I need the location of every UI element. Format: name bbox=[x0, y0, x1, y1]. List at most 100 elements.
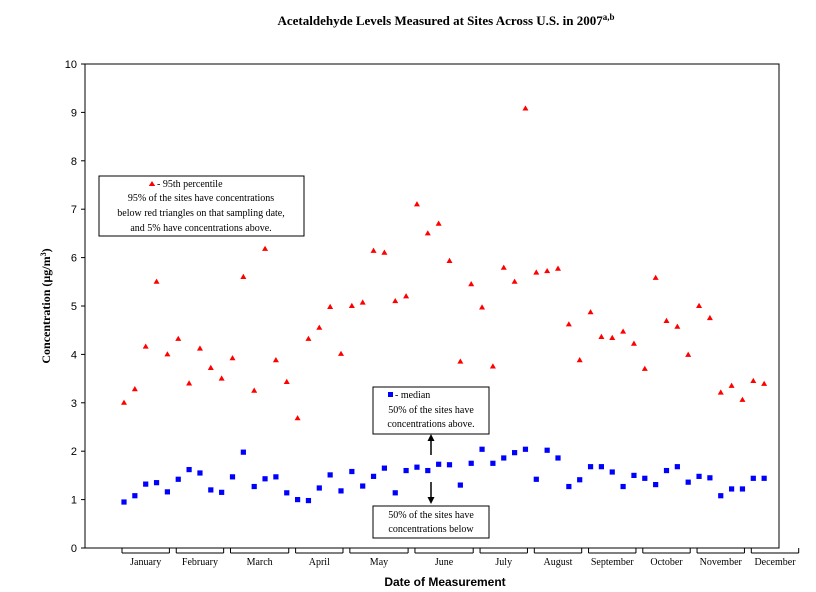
legend-95th-percentile: - 95th percentile 95% of the sites have … bbox=[98, 175, 305, 237]
point-95th-percentile bbox=[609, 334, 616, 340]
month-label: November bbox=[700, 557, 743, 568]
month-label: August bbox=[544, 557, 573, 568]
point-median bbox=[251, 483, 257, 490]
point-median bbox=[739, 486, 746, 492]
point-median bbox=[501, 455, 507, 461]
point-95th-percentile bbox=[479, 304, 486, 310]
series-95th-percentile bbox=[121, 105, 768, 421]
month-label: February bbox=[182, 557, 218, 568]
point-median bbox=[522, 446, 529, 452]
point-95th-percentile bbox=[489, 363, 496, 369]
point-95th-percentile bbox=[316, 324, 323, 330]
chart-title-main: Acetaldehyde Levels Measured at Sites Ac… bbox=[278, 13, 604, 28]
arrow-up-icon bbox=[427, 434, 435, 455]
point-95th-percentile bbox=[576, 357, 583, 363]
legend-95th-box bbox=[98, 175, 305, 237]
point-95th-percentile bbox=[348, 302, 355, 308]
y-tick-label: 2 bbox=[71, 446, 77, 458]
point-median bbox=[414, 464, 420, 470]
month-label: April bbox=[309, 557, 330, 568]
point-95th-percentile bbox=[706, 314, 713, 321]
point-95th-percentile bbox=[641, 365, 648, 371]
point-95th-percentile bbox=[761, 380, 768, 386]
y-tick-label: 4 bbox=[71, 349, 77, 361]
point-95th-percentile bbox=[544, 267, 551, 274]
point-median bbox=[121, 499, 127, 505]
point-median bbox=[208, 487, 214, 493]
legend-95th-line-1: 95% of the sites have concentrations bbox=[128, 193, 274, 204]
x-axis: January February March April May June July Augu… bbox=[121, 548, 800, 568]
point-median bbox=[479, 446, 485, 452]
y-tick-label: 10 bbox=[65, 59, 77, 71]
point-median bbox=[663, 467, 670, 474]
point-95th-percentile bbox=[468, 281, 475, 287]
point-median bbox=[262, 476, 268, 482]
y-axis-label: Concentration (µg/m3) bbox=[39, 248, 53, 363]
point-median bbox=[512, 450, 518, 456]
point-median bbox=[587, 464, 594, 470]
annotation-below: 50% of the sites have concentrations bel… bbox=[372, 505, 490, 539]
y-axis-label-suffix: ) bbox=[39, 248, 53, 252]
y-axis: 0 1 2 3 4 5 6 7 8 9 10 bbox=[65, 59, 85, 555]
point-median bbox=[718, 493, 724, 499]
point-median bbox=[132, 493, 138, 499]
point-95th-percentile bbox=[338, 350, 344, 356]
point-95th-percentile bbox=[435, 220, 442, 226]
point-95th-percentile bbox=[522, 105, 529, 111]
legend-95th-line-2: below red triangles on that sampling dat… bbox=[117, 208, 284, 219]
point-median bbox=[381, 465, 387, 471]
point-95th-percentile bbox=[750, 377, 757, 384]
point-median bbox=[609, 469, 615, 475]
point-median bbox=[360, 483, 366, 489]
point-median bbox=[284, 490, 290, 496]
point-95th-percentile bbox=[630, 340, 637, 346]
annotation-below-line-2: concentrations below bbox=[388, 524, 474, 535]
point-95th-percentile bbox=[218, 375, 225, 381]
point-95th-percentile bbox=[196, 345, 203, 351]
point-95th-percentile bbox=[131, 386, 138, 392]
point-95th-percentile bbox=[153, 278, 160, 284]
point-95th-percentile bbox=[413, 201, 420, 207]
chart-title: Acetaldehyde Levels Measured at Sites Ac… bbox=[278, 12, 615, 28]
point-median bbox=[295, 497, 301, 503]
point-95th-percentile bbox=[272, 357, 279, 363]
point-median bbox=[425, 467, 431, 474]
y-axis-label-prefix: Concentration (µg/m bbox=[39, 256, 53, 363]
point-median bbox=[175, 476, 181, 482]
point-95th-percentile bbox=[565, 321, 572, 327]
point-95th-percentile bbox=[121, 399, 127, 405]
legend-median-line-1: 50% of the sites have bbox=[388, 405, 474, 416]
point-95th-percentile bbox=[533, 269, 540, 275]
chart-title-superscript: a,b bbox=[603, 12, 615, 22]
point-95th-percentile bbox=[186, 380, 193, 386]
point-95th-percentile bbox=[381, 249, 388, 255]
point-95th-percentile bbox=[728, 382, 735, 388]
point-95th-percentile bbox=[587, 309, 594, 315]
legend-median-square-icon bbox=[388, 392, 393, 397]
point-median bbox=[761, 475, 767, 481]
point-95th-percentile bbox=[294, 415, 301, 421]
point-95th-percentile bbox=[663, 317, 670, 324]
point-median bbox=[598, 464, 604, 470]
series-median bbox=[121, 446, 767, 505]
y-tick-label: 6 bbox=[71, 253, 77, 265]
point-median bbox=[240, 449, 246, 455]
point-95th-percentile bbox=[359, 299, 366, 305]
month-label: December bbox=[754, 557, 796, 568]
point-median bbox=[186, 466, 192, 473]
point-median bbox=[143, 481, 149, 487]
point-95th-percentile bbox=[403, 293, 410, 299]
point-median bbox=[197, 470, 203, 476]
point-95th-percentile bbox=[207, 364, 214, 370]
y-tick-label: 3 bbox=[71, 398, 77, 410]
point-95th-percentile bbox=[251, 387, 258, 393]
month-label: May bbox=[370, 557, 388, 568]
point-median bbox=[729, 486, 735, 492]
point-median bbox=[685, 479, 691, 485]
legend-median: - median 50% of the sites have concentra… bbox=[372, 386, 490, 435]
point-95th-percentile bbox=[164, 351, 171, 357]
point-median bbox=[370, 473, 377, 479]
arrow-down-icon bbox=[427, 482, 435, 504]
point-median bbox=[750, 475, 756, 481]
point-median bbox=[653, 481, 659, 488]
